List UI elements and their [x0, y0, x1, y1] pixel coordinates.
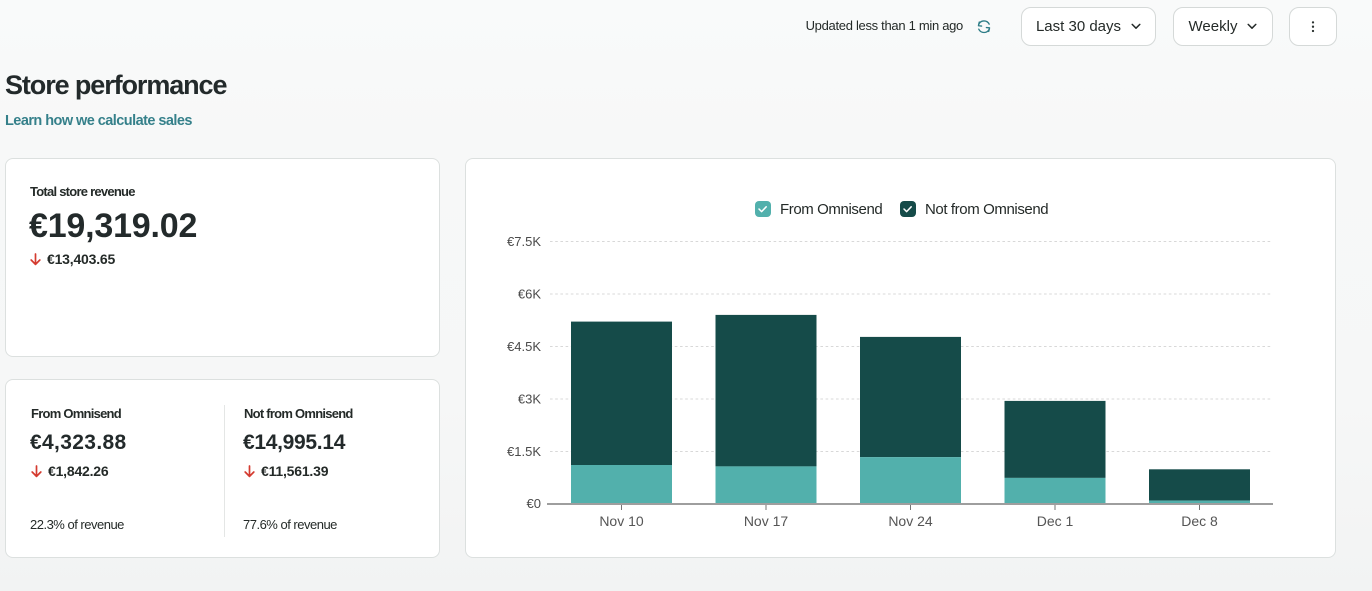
svg-text:€1.5K: €1.5K	[507, 444, 541, 459]
svg-text:€6K: €6K	[518, 287, 541, 302]
svg-text:€0: €0	[527, 496, 541, 511]
svg-text:Nov 24: Nov 24	[888, 513, 933, 529]
svg-text:€4.5K: €4.5K	[507, 339, 541, 354]
svg-text:From Omnisend: From Omnisend	[780, 201, 882, 218]
svg-text:Nov 17: Nov 17	[744, 513, 789, 529]
svg-text:€3K: €3K	[518, 392, 541, 407]
svg-text:Dec 8: Dec 8	[1181, 513, 1218, 529]
svg-text:Nov 10: Nov 10	[599, 513, 644, 529]
svg-text:Dec 1: Dec 1	[1037, 513, 1074, 529]
svg-text:€7.5K: €7.5K	[507, 234, 541, 249]
svg-text:Not from Omnisend: Not from Omnisend	[925, 201, 1048, 218]
